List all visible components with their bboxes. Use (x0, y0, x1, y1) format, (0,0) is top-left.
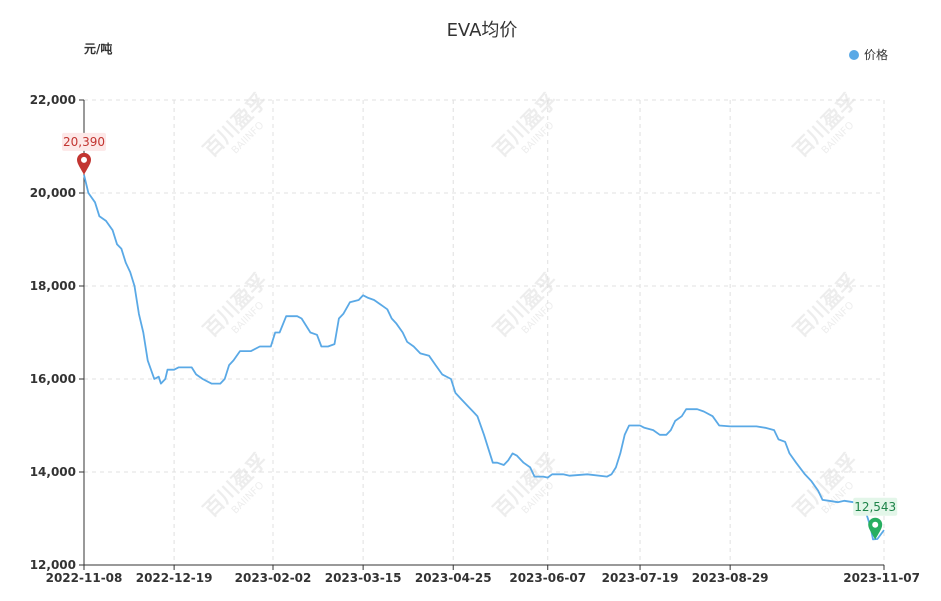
y-axis-unit: 元/吨 (84, 41, 112, 56)
series-line (83, 174, 885, 541)
x-tick-label: 2023-08-29 (692, 571, 769, 585)
legend-marker (849, 50, 859, 60)
x-tick-label: 2023-07-19 (602, 571, 679, 585)
x-tick-label: 2022-12-19 (136, 571, 213, 585)
y-tick-label: 18,000 (30, 279, 76, 293)
max-pin-dot (81, 156, 87, 163)
max-label-box (62, 132, 106, 151)
x-tick-label: 2023-04-25 (415, 571, 492, 585)
y-tick-label: 14,000 (30, 465, 76, 479)
x-tick-label: 2023-03-15 (325, 571, 402, 585)
x-tick-label: 2023-11-07 (843, 571, 920, 585)
axes (79, 99, 885, 570)
legend[interactable]: 价格 (849, 47, 888, 62)
chart-title: EVA均价 (447, 20, 518, 41)
min-pin-icon (868, 517, 883, 540)
x-tick-label: 2023-06-07 (509, 571, 586, 585)
y-tick-label: 12,000 (30, 558, 76, 572)
min-label-box (853, 497, 898, 516)
y-tick-labels: 12,000 14,000 16,000 18,000 20,000 22,000 (30, 93, 76, 572)
min-pin-dot (872, 521, 879, 528)
y-tick-label: 22,000 (30, 93, 76, 107)
series-layer (83, 174, 885, 541)
max-pin-icon (77, 152, 91, 175)
x-tick-labels: 2022-11-08 2022-12-19 2023-02-02 2023-03-15… (46, 571, 920, 585)
marker-layer: 20,390 12,543 (62, 132, 898, 540)
y-tick-label: 20,000 (30, 186, 76, 200)
max-label: 20,390 (63, 135, 105, 149)
grid (84, 99, 885, 565)
x-tick-label: 2023-02-02 (235, 571, 312, 585)
y-tick-label: 16,000 (30, 372, 76, 386)
x-tick-label: 2022-11-08 (46, 571, 123, 585)
legend-label: 价格 (864, 47, 888, 62)
max-marker[interactable]: 20,390 (62, 132, 106, 175)
min-marker[interactable]: 12,543 (853, 497, 898, 540)
min-label: 12,543 (854, 500, 896, 514)
